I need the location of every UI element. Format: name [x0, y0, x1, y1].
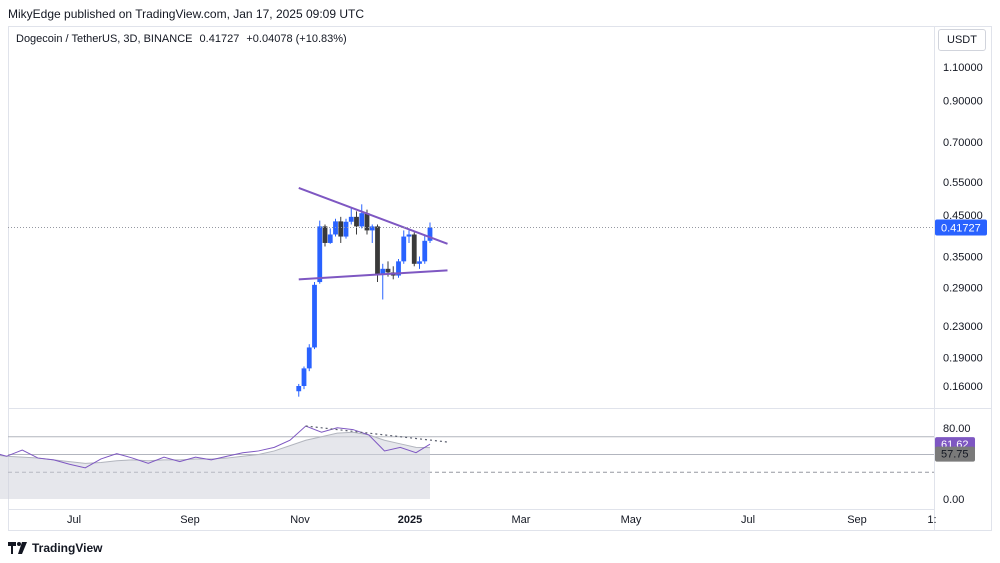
time-tick-label: Nov — [290, 514, 310, 526]
candle-body — [375, 226, 380, 274]
last-price: 0.41727 — [199, 33, 240, 45]
candle-body — [354, 216, 359, 227]
symbol-name: Dogecoin / TetherUS, 3D, BINANCE — [16, 33, 193, 45]
price-tick-label: 0.70000 — [943, 137, 983, 149]
footer-brand: TradingView — [32, 541, 103, 555]
candle-body — [343, 221, 349, 237]
candle-body — [364, 213, 370, 231]
time-tick-label: Jul — [741, 514, 755, 526]
candle-body — [417, 261, 422, 264]
rsi-ma-tag-label: 57.75 — [941, 449, 969, 461]
price-tick-label: 0.23000 — [943, 321, 983, 333]
time-tick-label: Sep — [847, 514, 867, 526]
time-tick-label: Mar — [512, 514, 531, 526]
candle-body — [385, 268, 391, 273]
rsi-line — [0, 425, 431, 469]
price-tick-label: 0.90000 — [943, 95, 983, 107]
time-tick-label: Jul — [67, 514, 81, 526]
candle-body — [306, 347, 312, 369]
price-tick-label: 0.29000 — [943, 283, 983, 295]
candle-body — [338, 221, 344, 237]
currency-button[interactable]: USDT — [938, 29, 986, 51]
rsi-divergence-line — [305, 425, 448, 443]
candle-body — [322, 226, 328, 243]
trendline — [298, 269, 448, 281]
candle-body — [348, 216, 354, 222]
time-tick-label: 1: — [927, 514, 936, 526]
rsi-tick-label: 80.00 — [943, 423, 971, 435]
price-change: +0.04078 (+10.83%) — [246, 33, 347, 45]
last-price-tag-label: 0.41727 — [941, 222, 981, 234]
candle-body — [380, 268, 386, 274]
price-tick-label: 0.19000 — [943, 353, 983, 365]
rsi-ma-tag — [935, 446, 975, 462]
chart-frame — [8, 26, 992, 531]
time-tick-label: May — [621, 514, 642, 526]
candle-body — [401, 236, 407, 262]
trendline — [298, 187, 448, 245]
candle-body — [406, 234, 412, 237]
price-tick-label: 1.10000 — [943, 62, 983, 74]
candle-body — [427, 227, 433, 241]
time-tick-label: Sep — [180, 514, 200, 526]
symbol-legend: Dogecoin / TetherUS, 3D, BINANCE 0.41727… — [16, 33, 347, 45]
candle-body — [312, 284, 317, 348]
candle-body — [317, 226, 323, 283]
candle-body — [359, 213, 365, 227]
tradingview-logo-icon — [8, 542, 27, 554]
tradingview-footer: TradingView — [8, 541, 102, 555]
rsi-ma-area — [0, 432, 430, 499]
candle-body — [369, 226, 375, 231]
last-price-tag — [935, 219, 987, 236]
rsi-tick-label: 0.00 — [943, 494, 964, 506]
price-pane — [296, 187, 448, 397]
price-tick-label: 0.16000 — [943, 381, 983, 393]
candle-body — [296, 386, 302, 392]
candle-body — [411, 234, 417, 264]
price-tick-label: 0.35000 — [943, 252, 983, 264]
publisher-line: MikyEdge published on TradingView.com, J… — [8, 7, 364, 21]
price-tick-label: 0.45000 — [943, 210, 983, 222]
time-tick-label: 2025 — [398, 514, 422, 526]
candle-body — [327, 234, 333, 243]
price-tick-label: 0.55000 — [943, 177, 983, 189]
candle-body — [422, 240, 428, 262]
candle-body — [396, 261, 401, 276]
candle-body — [301, 368, 307, 386]
